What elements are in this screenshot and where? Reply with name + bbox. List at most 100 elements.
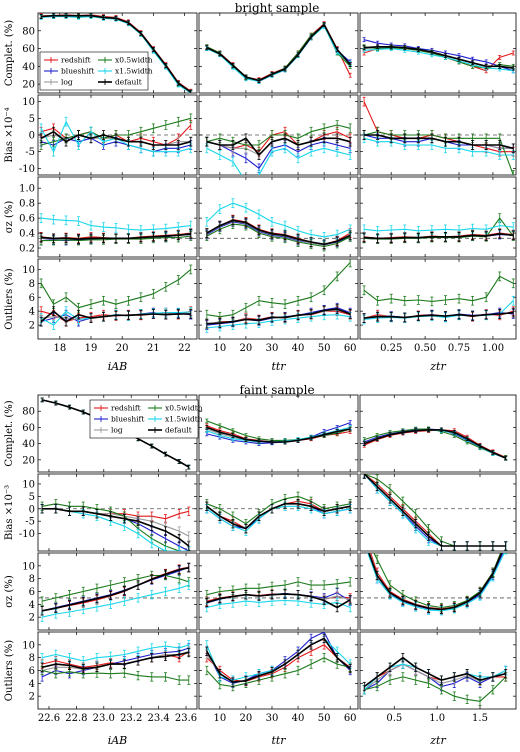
panel: 2 4 6 8 10 18 19 20 21 22 [22, 258, 198, 354]
panel-series [362, 271, 515, 325]
y-tick-label: 0.8 [19, 199, 35, 210]
panel-frame [198, 12, 359, 94]
panel-series [39, 113, 193, 157]
y-tick-label: 40 [22, 439, 35, 450]
legend-label: blueshift [61, 67, 94, 76]
y-tick-label: -10 [19, 529, 35, 540]
x-tick-label: 1.00 [482, 343, 504, 354]
y-tick-label: 2 [29, 613, 35, 624]
series-line-x1.5width [41, 584, 189, 618]
y-tick-label: -5 [25, 517, 35, 528]
legend: redshift blueshift log x0.5width x1.5width de… [39, 51, 153, 91]
panel-series [40, 499, 191, 551]
panel [359, 176, 517, 258]
panel-frame [359, 394, 517, 473]
series-line-x0.5width [363, 275, 514, 302]
legend-label: x0.5width [115, 56, 153, 65]
series-line-x0.5width [364, 428, 506, 458]
y-tick-label: 2 [29, 321, 35, 332]
panel [359, 94, 517, 176]
series-line-default [206, 426, 351, 443]
row-axis-label: σz (%) [4, 201, 15, 234]
y-tick-label: 40 [22, 62, 35, 73]
row-axis-label: Outliers (%) [4, 268, 15, 329]
x-tick-label: 22 [178, 343, 191, 354]
legend-label: x1.5width [115, 67, 153, 76]
series-line-default [364, 429, 507, 459]
series-line-default [206, 219, 351, 246]
x-tick-label: 0.25 [380, 343, 402, 354]
panel-frame [37, 473, 198, 552]
y-tick-label: 80 [22, 26, 35, 37]
series-line-log [364, 47, 514, 69]
x-tick-label: 0.50 [414, 343, 436, 354]
series-line-x0.5width [363, 131, 514, 175]
panel-series [362, 37, 515, 74]
panel-series [205, 198, 352, 252]
panel: 0.25 0.50 0.75 1.00 [359, 258, 517, 354]
y-tick-label: 4 [29, 600, 35, 611]
x-tick-label: 20 [116, 343, 129, 354]
panel-series [205, 259, 352, 333]
y-tick-label: 0.6 [19, 214, 35, 225]
panel [198, 473, 359, 552]
panel [359, 12, 517, 94]
y-tick-label: 8 [29, 279, 35, 290]
x-tick-label: 50 [318, 343, 331, 354]
y-tick-label: 8 [29, 574, 35, 585]
panel-frame [198, 473, 359, 552]
series-line-default [363, 474, 506, 547]
legend-label: log [61, 78, 73, 87]
y-tick-label: 10 [22, 561, 35, 572]
panel-series [362, 474, 508, 551]
row-axis-label: Complet. (%) [4, 20, 15, 86]
series-line-x0.5width [42, 503, 189, 551]
series-line-redshift [206, 500, 351, 530]
series-line-x1.5width [206, 314, 351, 329]
panel-frame [37, 12, 198, 94]
y-tick-label: 20 [22, 80, 35, 91]
y-tick-label: 1.0 [19, 184, 35, 195]
panel-frame [359, 12, 517, 94]
panel-series [205, 577, 352, 613]
panel-series [39, 13, 193, 93]
y-tick-label: 20 [22, 455, 35, 466]
x-tick-label: 19 [85, 343, 98, 354]
series-line-x0.5width [206, 420, 351, 441]
panel-frame [37, 258, 198, 340]
x-axis-label: ztr [429, 360, 446, 373]
panel-series [205, 491, 352, 536]
panel-series [362, 426, 508, 461]
y-tick-label: -10 [19, 164, 35, 175]
panel [359, 394, 517, 473]
x-tick-label: 0.75 [448, 343, 470, 354]
series-line-default [206, 502, 351, 530]
x-tick-label: 18 [53, 343, 66, 354]
series-line-x1.5width [206, 202, 351, 238]
series-line-x1.5width [206, 25, 351, 82]
panel-frame [359, 176, 517, 258]
panel-series [205, 21, 352, 84]
y-tick-label: 5 [29, 492, 35, 503]
y-tick-label: 10 [22, 479, 35, 490]
series-line-default [41, 567, 189, 612]
panel: 20 40 60 80 [22, 12, 198, 94]
y-tick-label: 0.4 [19, 229, 35, 240]
x-tick-label: 20 [240, 343, 253, 354]
x-tick-label: 30 [266, 343, 279, 354]
row-axis-label: Complet. (%) [4, 400, 15, 466]
panel: 0.2 0.4 0.6 0.8 1.0 [19, 176, 198, 258]
series-line-default [364, 233, 514, 240]
series-line-x1.5width [206, 147, 351, 175]
series-line-x0.5width [206, 495, 351, 525]
panel-frame [359, 473, 517, 552]
x-tick-label: 60 [344, 343, 357, 354]
series-line-default [206, 308, 351, 325]
figure-title: bright sample [235, 1, 320, 15]
x-tick-label: 40 [292, 343, 305, 354]
series-line-x1.5width [363, 137, 514, 156]
series-line-x0.5width [206, 223, 351, 248]
